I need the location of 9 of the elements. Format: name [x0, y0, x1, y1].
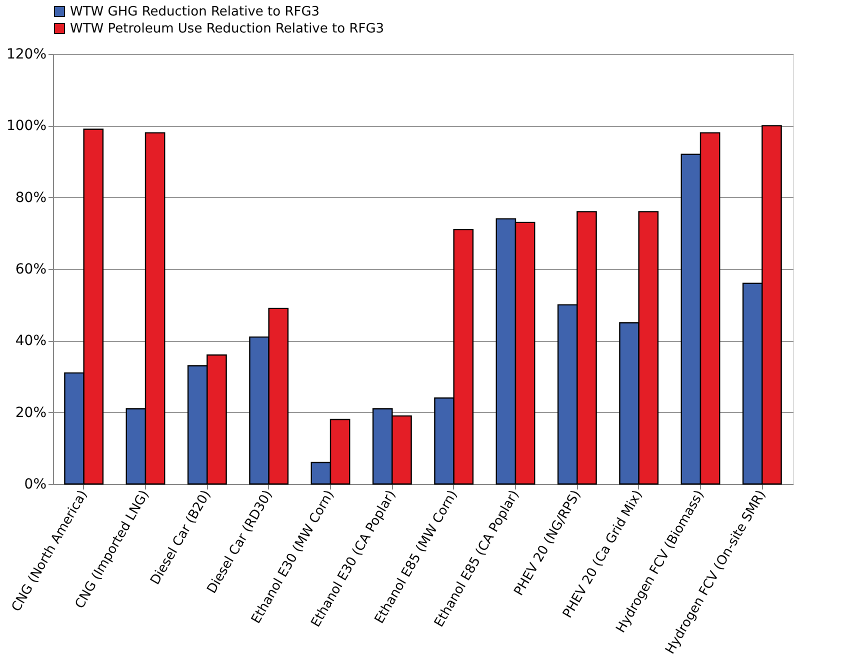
y-tick-label: 60% [15, 262, 46, 278]
y-tick-label: 20% [15, 404, 46, 421]
legend-label: WTW GHG Reduction Relative to RFG3 [70, 4, 320, 20]
y-tick-label: 100% [6, 118, 46, 134]
y-tick-label: 0% [24, 476, 46, 492]
y-tick-label: 40% [15, 333, 46, 350]
y-tick-label: 120% [6, 46, 46, 62]
legend-label: WTW Petroleum Use Reduction Relative to RFG3 [70, 22, 384, 36]
y-tick-label: 80% [15, 190, 46, 206]
